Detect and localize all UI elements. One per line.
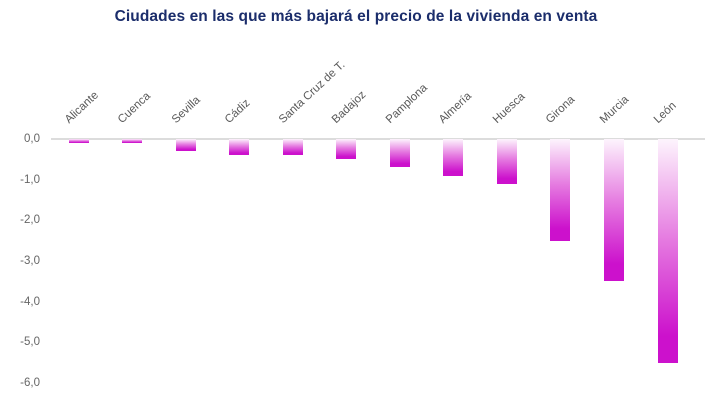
y-tick-label: -6,0 xyxy=(20,377,40,390)
bar-le-n xyxy=(657,139,678,363)
x-axis-line xyxy=(51,138,705,140)
x-category-label: Huesca xyxy=(490,90,528,126)
y-tick-label: -2,0 xyxy=(20,214,40,227)
x-category-label: Badajoz xyxy=(330,88,369,126)
y-tick-label: -4,0 xyxy=(20,295,40,308)
x-category-label: Girona xyxy=(544,93,578,126)
bar-murcia xyxy=(604,139,624,282)
x-category-label: Sevilla xyxy=(169,94,203,126)
y-tick-label: -1,0 xyxy=(20,173,40,186)
bar-badajoz xyxy=(336,139,357,160)
bar-almer-a xyxy=(443,139,464,176)
bar-c-diz xyxy=(229,139,250,156)
bar-sevilla xyxy=(175,139,196,152)
bar-pamplona xyxy=(389,139,410,168)
x-category-label: León xyxy=(651,99,679,126)
x-category-label: Almería xyxy=(437,90,475,126)
x-category-label: Murcia xyxy=(597,93,632,126)
bar-santa-cruz-de-t- xyxy=(282,139,303,156)
bar-alicante xyxy=(68,139,89,144)
bar-cuenca xyxy=(122,139,143,144)
chart-title: Ciudades en las que más bajará el precio… xyxy=(114,8,598,25)
x-category-label: Pamplona xyxy=(383,81,430,126)
bar-girona xyxy=(550,139,571,241)
y-tick-label: -3,0 xyxy=(20,255,40,267)
y-tick-label: 0,0 xyxy=(24,133,40,145)
bar-huesca xyxy=(496,139,517,184)
x-category-label: Alicante xyxy=(62,89,101,126)
x-category-label: Cuenca xyxy=(115,90,154,126)
y-tick-label: -5,0 xyxy=(20,336,40,349)
x-category-label: Cádiz xyxy=(222,97,253,126)
